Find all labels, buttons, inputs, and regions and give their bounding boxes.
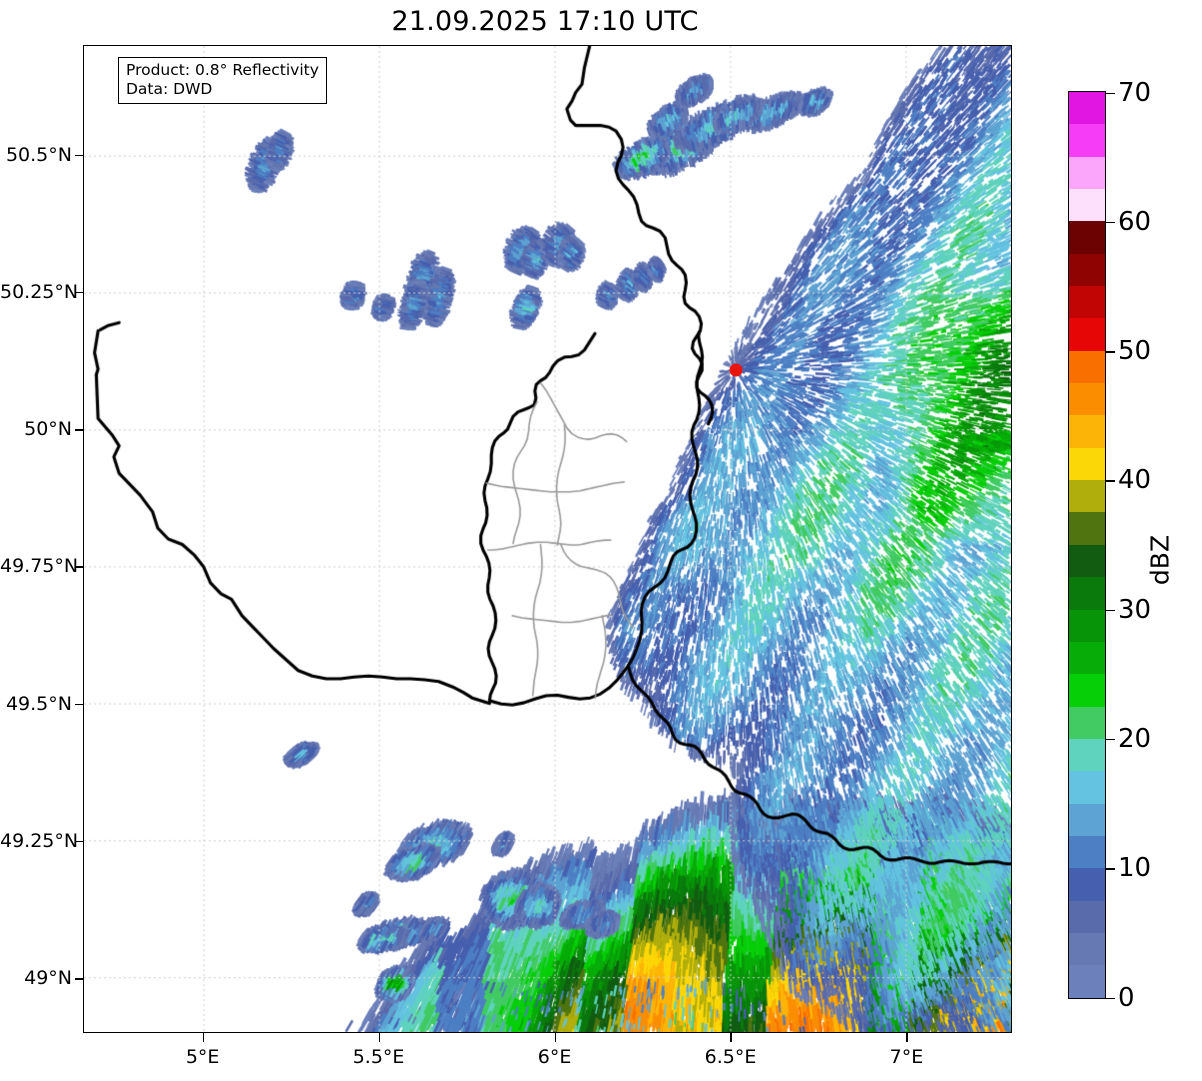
longitude-tick-mark-2	[554, 1033, 556, 1042]
colorbar-tick-mark-7	[1106, 997, 1115, 999]
longitude-tick-mark-1	[378, 1033, 380, 1042]
latitude-tick-mark-6	[75, 978, 84, 980]
colorbar-band-13	[1069, 512, 1105, 545]
colorbar-band-19	[1069, 706, 1105, 739]
colorbar-band-4	[1069, 221, 1105, 254]
colorbar-band-7	[1069, 318, 1105, 351]
colorbar-tick-label-7: 0	[1118, 982, 1135, 1013]
radar-plot[interactable]: Product: 0.8° Reflectivity Data: DWD	[83, 45, 1012, 1033]
latitude-tick-label-5: 49.25°N	[0, 829, 79, 852]
colorbar-band-11	[1069, 447, 1105, 481]
colorbar	[1068, 91, 1106, 999]
longitude-tick-label-4: 7°E	[889, 1046, 924, 1068]
colorbar-tick-label-3: 40	[1118, 465, 1152, 496]
colorbar-band-26	[1069, 932, 1105, 966]
longitude-tick-mark-4	[906, 1033, 908, 1042]
product-annotation-box: Product: 0.8° Reflectivity Data: DWD	[118, 57, 327, 104]
colorbar-band-16	[1069, 609, 1105, 642]
colorbar-tick-mark-2	[1106, 351, 1115, 353]
colorbar-band-18	[1069, 674, 1105, 707]
latitude-tick-mark-3	[75, 566, 84, 568]
colorbar-tick-mark-3	[1106, 480, 1115, 482]
colorbar-band-6	[1069, 286, 1105, 319]
colorbar-band-23	[1069, 835, 1105, 869]
colorbar-tick-label-6: 10	[1118, 853, 1152, 884]
colorbar-tick-mark-5	[1106, 738, 1115, 741]
colorbar-band-10	[1069, 415, 1105, 448]
latitude-tick-mark-5	[75, 840, 84, 843]
latitude-tick-mark-4	[75, 703, 84, 706]
colorbar-band-24	[1069, 868, 1105, 901]
colorbar-tick-mark-0	[1106, 92, 1115, 94]
colorbar-band-2	[1069, 156, 1105, 190]
colorbar-band-17	[1069, 641, 1105, 675]
latitude-tick-mark-2	[75, 429, 84, 431]
latitude-tick-label-3: 49.75°N	[0, 555, 79, 578]
colorbar-band-20	[1069, 738, 1105, 772]
latitude-tick-label-0: 50.5°N	[5, 143, 72, 166]
latitude-tick-mark-0	[75, 154, 84, 157]
colorbar-band-1	[1069, 124, 1105, 157]
colorbar-tick-label-0: 70	[1118, 77, 1152, 108]
latitude-tick-label-4: 49.5°N	[5, 692, 72, 715]
colorbar-tick-label-2: 50	[1118, 336, 1152, 367]
latitude-tick-mark-1	[75, 292, 84, 294]
colorbar-tick-label-4: 30	[1118, 594, 1152, 625]
colorbar-tick-mark-6	[1106, 868, 1115, 870]
colorbar-tick-label-5: 20	[1118, 723, 1152, 754]
latitude-tick-label-2: 50°N	[24, 418, 72, 441]
colorbar-band-14	[1069, 544, 1105, 578]
colorbar-band-22	[1069, 803, 1105, 836]
latitude-tick-label-6: 49°N	[24, 967, 72, 990]
colorbar-band-27	[1069, 965, 1105, 998]
longitude-tick-label-0: 5°E	[185, 1046, 220, 1068]
colorbar-title: dBZ	[1145, 534, 1175, 586]
colorbar-band-9	[1069, 383, 1105, 416]
colorbar-tick-mark-4	[1106, 609, 1115, 612]
colorbar-band-15	[1069, 577, 1105, 610]
colorbar-band-3	[1069, 189, 1105, 222]
radar-site-marker	[729, 363, 743, 377]
colorbar-band-5	[1069, 253, 1105, 287]
colorbar-band-0	[1069, 92, 1105, 125]
annotation-data-source: Data: DWD	[126, 80, 213, 98]
longitude-tick-label-3: 6.5°E	[704, 1046, 757, 1068]
longitude-tick-mark-3	[730, 1033, 732, 1042]
latitude-tick-label-1: 50.25°N	[0, 281, 79, 303]
longitude-tick-label-1: 5.5°E	[352, 1046, 405, 1068]
annotation-product: Product: 0.8° Reflectivity	[126, 61, 319, 79]
colorbar-tick-mark-1	[1106, 221, 1115, 224]
longitude-tick-mark-0	[202, 1033, 205, 1042]
page-title: 21.09.2025 17:10 UTC	[391, 6, 699, 37]
colorbar-band-12	[1069, 480, 1105, 513]
colorbar-band-21	[1069, 771, 1105, 804]
longitude-tick-label-2: 6°E	[537, 1046, 572, 1068]
radar-reflectivity-canvas	[84, 46, 1011, 1032]
colorbar-band-8	[1069, 350, 1105, 384]
colorbar-band-25	[1069, 900, 1105, 933]
colorbar-tick-label-1: 60	[1118, 206, 1152, 237]
